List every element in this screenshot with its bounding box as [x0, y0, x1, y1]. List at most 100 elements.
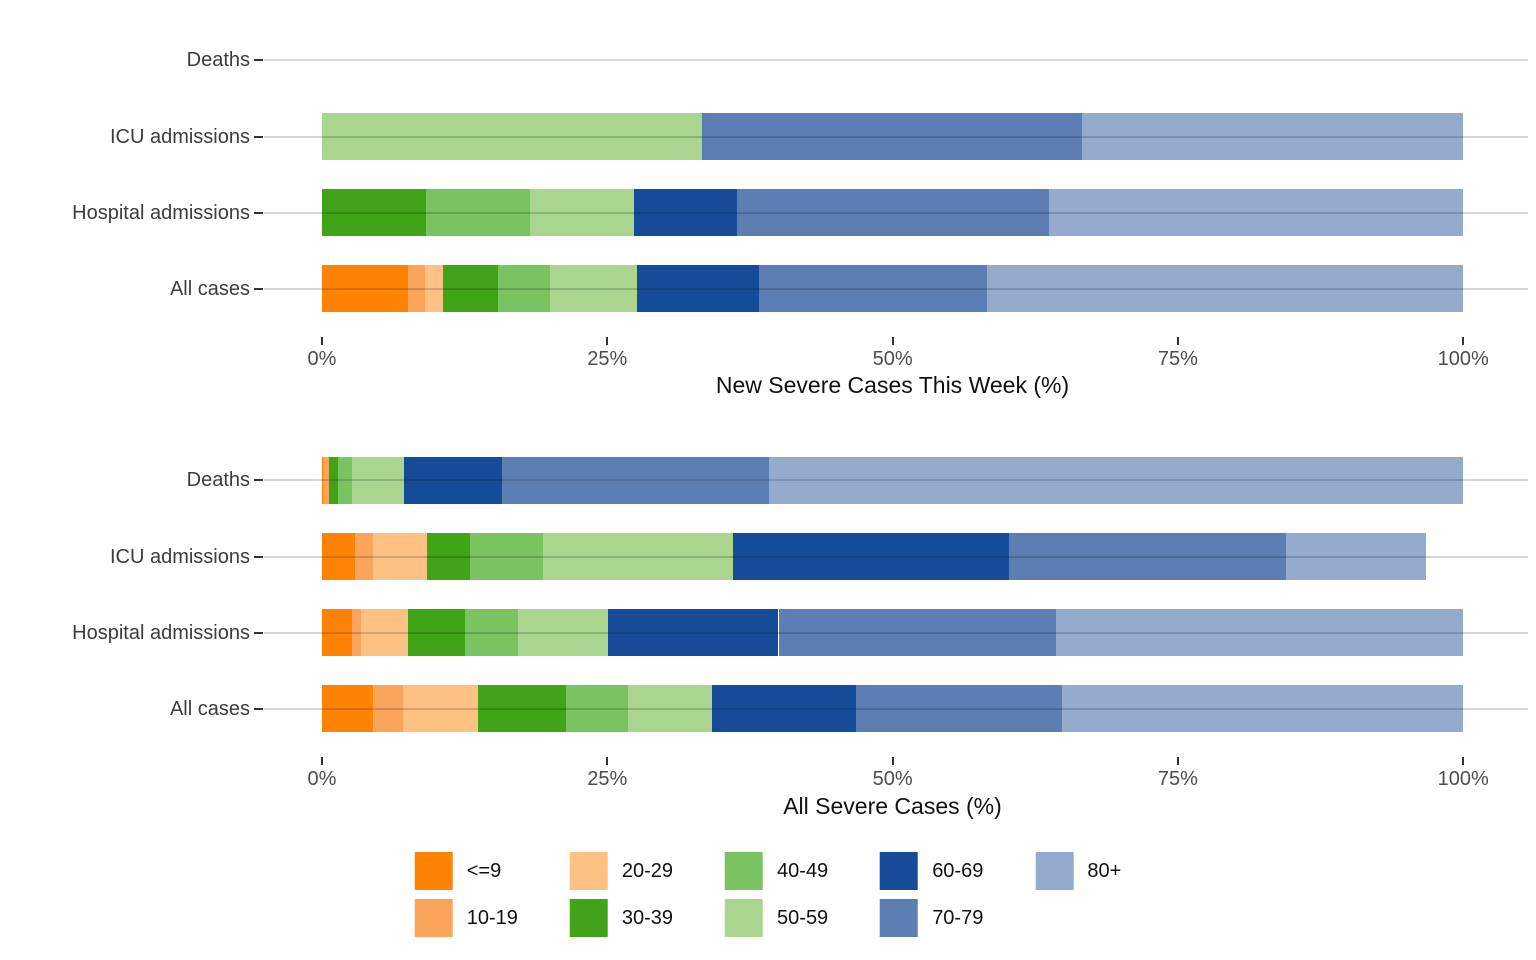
legend-label: 70-79: [932, 906, 984, 929]
bar-segment-70-79: [737, 189, 1049, 236]
bar-hospital-admissions: [322, 189, 1464, 236]
x-axis-title-new-severe-cases: New Severe Cases This Week (%): [715, 372, 1070, 398]
x-axis-tick-label: 25%: [587, 348, 628, 370]
bar-segment-40-49: [566, 685, 628, 732]
bar-segment-40-49: [497, 265, 551, 312]
x-axis-tick: [1462, 337, 1465, 345]
y-axis-tick: [254, 135, 263, 138]
x-axis-tick-label: 100%: [1437, 348, 1489, 370]
bar-icu-admissions: [322, 533, 1463, 580]
category-label: Deaths: [186, 49, 250, 71]
legend-swatch: [1035, 852, 1074, 890]
legend-item-7079: 70-79: [880, 899, 983, 937]
x-axis-tick: [321, 757, 323, 765]
x-axis-tick-label: 50%: [872, 768, 913, 790]
bar-segment-50-59: [529, 189, 634, 236]
y-axis-tick: [254, 287, 263, 290]
gridline: [264, 135, 1528, 138]
legend-swatch: [569, 852, 608, 890]
legend-item-5059: 50-59: [725, 899, 828, 937]
bar-segment-20-29: [373, 533, 427, 580]
bar-segment-80+: [769, 456, 1464, 504]
legend-swatch: [414, 899, 453, 937]
legend-swatch: [725, 899, 764, 937]
bar-segment-50-59: [550, 265, 637, 312]
bar-hospital-admissions: [322, 609, 1464, 656]
bar-segment-40-49: [464, 609, 519, 656]
legend-label: 30-39: [621, 906, 674, 929]
bar-segment-70-79: [1009, 533, 1287, 580]
bar-icu-admissions: [322, 113, 1464, 160]
bar-segment-50-59: [322, 113, 703, 160]
x-axis-tick: [891, 757, 894, 765]
bar-segment-40-49: [470, 533, 544, 580]
legend-item-3039: 30-39: [569, 899, 674, 937]
bar-segment-80+: [1286, 533, 1426, 580]
legend-label: 50-59: [777, 906, 829, 929]
y-axis-tick: [254, 479, 263, 481]
bar-segment-30-39: [322, 189, 426, 236]
x-axis-tick-label: 75%: [1157, 768, 1198, 790]
bar-segment-70-79: [778, 609, 1056, 656]
gridline: [264, 287, 1528, 290]
bar-segment-20-29: [360, 609, 408, 656]
bar-segment-<=9: [322, 533, 356, 580]
bar-deaths: [322, 456, 1464, 504]
bar-segment-30-39: [407, 609, 465, 656]
bar-segment-30-39: [442, 265, 498, 312]
bar-segment-60-69: [404, 456, 503, 504]
legend: <=9 10-19 20-29 30-39 40-49 50-59 60-69 70-79 80…: [414, 852, 1121, 937]
bar-segment-80+: [1061, 685, 1464, 732]
bar-segment-40-49: [425, 189, 530, 236]
bar-segment-80+: [987, 265, 1464, 312]
legend-item-80+: 80+: [1035, 852, 1121, 890]
bar-segment-80+: [1082, 113, 1464, 160]
bar-segment-50-59: [518, 609, 609, 656]
gridline: [264, 479, 1528, 481]
bar-segment-70-79: [702, 113, 1083, 160]
x-axis-tick-label: 0%: [307, 768, 337, 790]
x-axis-tick-label: 75%: [1157, 348, 1198, 370]
x-axis-tick: [1176, 757, 1179, 765]
legend-swatch: [725, 852, 764, 890]
bar-segment-40-49: [337, 456, 352, 504]
y-axis-tick: [254, 707, 263, 710]
bar-segment-10-19: [355, 533, 374, 580]
bar-segment-30-39: [426, 533, 471, 580]
bar-all-cases: [322, 265, 1464, 312]
legend-item-4049: 40-49: [725, 852, 828, 890]
x-axis-tick-label: 100%: [1437, 768, 1489, 790]
bar-segment-50-59: [351, 456, 405, 504]
bar-segment-60-69: [633, 189, 738, 236]
x-axis-tick: [606, 757, 609, 765]
legend-label: 40-49: [777, 859, 829, 882]
category-label: ICU admissions: [109, 545, 250, 568]
x-axis-tick: [1462, 757, 1465, 765]
legend-item-2029: 20-29: [569, 852, 674, 890]
gridline: [264, 631, 1528, 634]
legend-label: 80+: [1087, 859, 1122, 882]
bar-segment-<=9: [322, 265, 408, 312]
bar-segment-60-69: [608, 609, 779, 656]
x-axis-tick: [321, 337, 323, 345]
bar-segment-10-19: [407, 265, 425, 312]
x-axis-tick-label: 25%: [587, 768, 628, 790]
gridline: [264, 555, 1528, 558]
bar-segment-30-39: [478, 685, 567, 732]
bar-segment-<=9: [322, 609, 352, 656]
legend-swatch: [880, 899, 919, 937]
bar-segment-80+: [1055, 609, 1464, 656]
category-label: Hospital admissions: [72, 201, 250, 224]
gridline: [264, 211, 1528, 214]
x-axis-tick-label: 50%: [872, 348, 913, 370]
bar-segment-<=9: [322, 685, 374, 732]
legend-label: 20-29: [621, 859, 674, 882]
bar-segment-20-29: [424, 265, 443, 312]
x-axis-tick: [891, 337, 894, 345]
legend-label: <=9: [466, 859, 502, 882]
bar-segment-70-79: [502, 456, 770, 504]
legend-swatch: [880, 852, 919, 890]
bar-all-cases: [322, 685, 1464, 732]
y-axis-tick: [254, 211, 263, 214]
x-axis-tick: [606, 337, 609, 345]
